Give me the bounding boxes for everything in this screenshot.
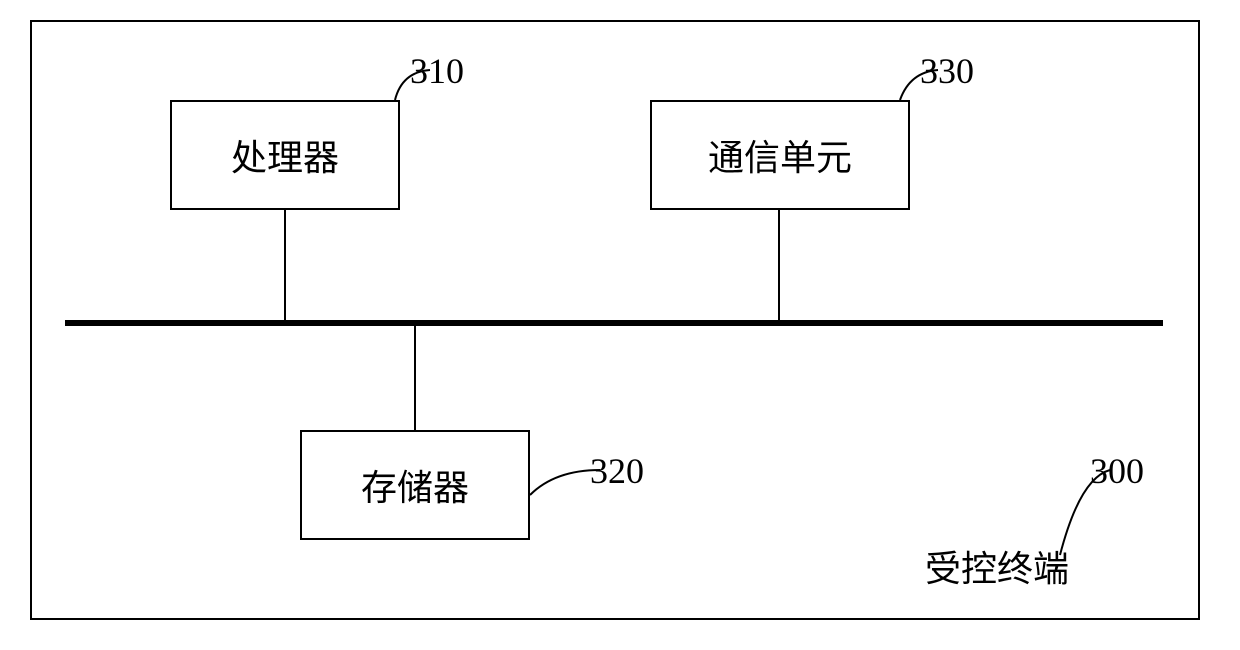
controlled-terminal-label: 受控终端 bbox=[925, 540, 1069, 592]
ref-320: 320 bbox=[590, 450, 644, 492]
diagram-canvas: 处理器 通信单元 存储器 310 330 320 300 受控终端 bbox=[0, 0, 1240, 650]
ref-310: 310 bbox=[410, 50, 464, 92]
ref-300: 300 bbox=[1090, 450, 1144, 492]
ref-330: 330 bbox=[920, 50, 974, 92]
